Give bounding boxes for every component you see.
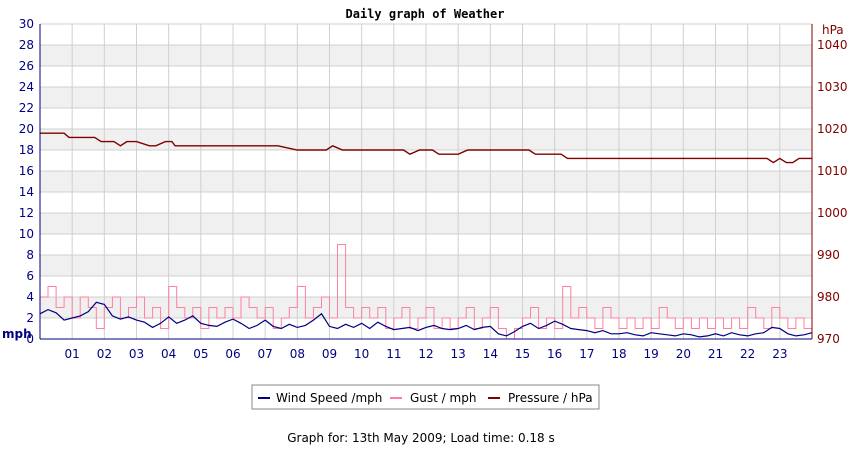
y-left-tick-label: 8 bbox=[26, 248, 34, 262]
y-left-tick-label: 4 bbox=[26, 290, 34, 304]
right-axis-unit: hPa bbox=[822, 23, 844, 37]
x-tick-label: 03 bbox=[129, 347, 144, 361]
x-tick-label: 07 bbox=[258, 347, 273, 361]
y-right-tick-label: 1030 bbox=[817, 80, 848, 94]
x-tick-label: 02 bbox=[97, 347, 112, 361]
x-tick-label: 19 bbox=[644, 347, 659, 361]
legend-label-pressure: Pressure / hPa bbox=[508, 391, 593, 405]
x-tick-label: 11 bbox=[386, 347, 401, 361]
y-left-tick-label: 14 bbox=[19, 185, 34, 199]
y-left-tick-label: 24 bbox=[19, 80, 34, 94]
x-tick-label: 21 bbox=[708, 347, 723, 361]
left-axis-unit: mph bbox=[2, 327, 32, 341]
y-left-tick-label: 18 bbox=[19, 143, 34, 157]
y-left-tick-label: 2 bbox=[26, 311, 34, 325]
tick-labels: 0246810121416182022242628309709809901000… bbox=[19, 17, 848, 361]
x-tick-label: 08 bbox=[290, 347, 305, 361]
y-left-tick-label: 10 bbox=[19, 227, 34, 241]
x-tick-label: 16 bbox=[547, 347, 562, 361]
gust-line bbox=[40, 244, 813, 340]
y-left-tick-label: 22 bbox=[19, 101, 34, 115]
y-left-tick-label: 0 bbox=[26, 332, 34, 346]
x-tick-label: 01 bbox=[65, 347, 80, 361]
x-tick-label: 12 bbox=[418, 347, 433, 361]
y-right-tick-label: 1000 bbox=[817, 206, 848, 220]
y-right-tick-label: 970 bbox=[817, 332, 840, 346]
y-left-tick-label: 30 bbox=[19, 17, 34, 31]
y-right-tick-label: 1020 bbox=[817, 122, 848, 136]
x-tick-label: 18 bbox=[611, 347, 626, 361]
legend: Wind Speed /mph Gust / mph Pressure / hP… bbox=[251, 384, 600, 410]
y-left-tick-label: 6 bbox=[26, 269, 34, 283]
x-tick-label: 06 bbox=[225, 347, 240, 361]
y-left-tick-label: 20 bbox=[19, 122, 34, 136]
x-tick-label: 23 bbox=[772, 347, 787, 361]
x-tick-label: 10 bbox=[354, 347, 369, 361]
legend-box bbox=[251, 384, 600, 410]
y-left-tick-label: 28 bbox=[19, 38, 34, 52]
y-right-tick-label: 1040 bbox=[817, 38, 848, 52]
x-tick-label: 14 bbox=[483, 347, 498, 361]
chart-title: Daily graph of Weather bbox=[346, 7, 505, 21]
graph-footer: Graph for: 13th May 2009; Load time: 0.1… bbox=[287, 431, 555, 445]
y-left-tick-label: 26 bbox=[19, 59, 34, 73]
plot-axes bbox=[39, 24, 813, 340]
pressure-series bbox=[40, 132, 812, 164]
x-tick-label: 15 bbox=[515, 347, 530, 361]
x-tick-label: 17 bbox=[579, 347, 594, 361]
x-tick-label: 13 bbox=[451, 347, 466, 361]
y-left-tick-label: 16 bbox=[19, 164, 34, 178]
legend-label-gust: Gust / mph bbox=[410, 391, 476, 405]
x-tick-label: 05 bbox=[193, 347, 208, 361]
y-right-tick-label: 980 bbox=[817, 290, 840, 304]
x-tick-label: 22 bbox=[740, 347, 755, 361]
wind-speed-line bbox=[39, 301, 813, 338]
legend-label-wind: Wind Speed /mph bbox=[276, 391, 382, 405]
gust-series bbox=[40, 244, 813, 340]
pressure-line bbox=[40, 132, 812, 164]
y-right-tick-label: 990 bbox=[817, 248, 840, 262]
x-tick-label: 20 bbox=[676, 347, 691, 361]
wind-speed-series bbox=[39, 301, 813, 338]
x-tick-label: 04 bbox=[161, 347, 176, 361]
y-left-tick-label: 12 bbox=[19, 206, 34, 220]
y-right-tick-label: 1010 bbox=[817, 164, 848, 178]
x-tick-label: 09 bbox=[322, 347, 337, 361]
